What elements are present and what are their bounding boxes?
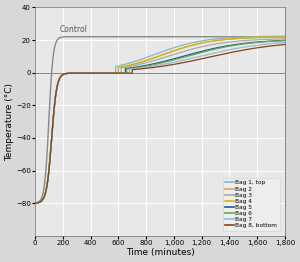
Bag 6 (33, 201, 37, 205)
Bag 8, bottom (33, 201, 37, 205)
Bag 8, bottom (215, 54, 218, 57)
Bag 1, top (138, 58, 142, 61)
Bag 7 (275, 42, 279, 45)
Bag 4 (138, 61, 142, 64)
Bag 8, bottom (283, 43, 287, 46)
X-axis label: Time (minutes): Time (minutes) (126, 248, 194, 257)
Line: Bag 2: Bag 2 (35, 37, 285, 203)
Bag 6 (275, 39, 279, 42)
Bag 5 (138, 65, 142, 68)
Bag 8, bottom (275, 44, 279, 47)
Bag 5 (140, 64, 144, 68)
Bag 4 (263, 36, 267, 39)
Line: Bag 5: Bag 5 (35, 40, 285, 203)
Line: Bag 8, bottom: Bag 8, bottom (35, 45, 285, 203)
Bag 1, top (215, 37, 218, 40)
Bag 8, bottom (152, 66, 156, 69)
Line: Bag 7: Bag 7 (35, 42, 285, 203)
Y-axis label: Temperature (°C): Temperature (°C) (5, 83, 14, 161)
Bag 2 (215, 39, 218, 42)
Bag 1, top (152, 53, 156, 56)
Bag 2 (152, 56, 156, 59)
Bag 4 (33, 201, 37, 205)
Bag 3 (140, 62, 144, 65)
Bag 3 (283, 37, 287, 41)
Bag 2 (33, 201, 37, 205)
Bag 1, top (275, 35, 279, 38)
Line: Bag 1, top: Bag 1, top (35, 36, 285, 203)
Line: Bag 3: Bag 3 (35, 39, 285, 203)
Bag 4 (283, 35, 287, 39)
Bag 1, top (263, 35, 267, 38)
Bag 4 (152, 57, 156, 60)
Bag 1, top (140, 57, 144, 61)
Bag 7 (140, 66, 144, 69)
Bag 1, top (283, 35, 287, 38)
Bag 3 (275, 37, 279, 41)
Bag 5 (263, 40, 267, 43)
Bag 4 (275, 36, 279, 39)
Bag 5 (283, 39, 287, 42)
Bag 2 (138, 61, 142, 64)
Bag 8, bottom (263, 45, 267, 48)
Line: Bag 4: Bag 4 (35, 37, 285, 203)
Bag 1, top (33, 201, 37, 205)
Bag 6 (263, 40, 267, 43)
Line: Bag 6: Bag 6 (35, 41, 285, 203)
Bag 5 (215, 46, 218, 50)
Bag 7 (283, 41, 287, 44)
Bag 7 (33, 201, 37, 205)
Bag 8, bottom (140, 67, 144, 70)
Bag 2 (275, 36, 279, 39)
Bag 5 (152, 62, 156, 65)
Bag 2 (263, 36, 267, 39)
Bag 3 (138, 63, 142, 66)
Bag 7 (215, 51, 218, 54)
Bag 3 (215, 42, 218, 45)
Bag 3 (33, 201, 37, 205)
Bag 8, bottom (138, 67, 142, 70)
Text: Control: Control (59, 25, 87, 34)
Bag 5 (275, 39, 279, 42)
Bag 2 (140, 60, 144, 63)
Bag 7 (138, 67, 142, 70)
Bag 6 (283, 39, 287, 42)
Bag 2 (283, 35, 287, 39)
Bag 6 (140, 65, 144, 68)
Bag 6 (138, 66, 142, 69)
Bag 6 (215, 47, 218, 50)
Bag 7 (152, 64, 156, 68)
Legend: Bag 1, top, Bag 2, Bag 3, Bag 4, Bag 5, Bag 6, Bag 7, Bag 8, bottom: Bag 1, top, Bag 2, Bag 3, Bag 4, Bag 5, … (223, 178, 280, 231)
Bag 6 (152, 63, 156, 66)
Bag 5 (33, 201, 37, 205)
Bag 3 (152, 59, 156, 62)
Bag 3 (263, 38, 267, 41)
Bag 4 (140, 61, 144, 64)
Bag 4 (215, 39, 218, 42)
Bag 7 (263, 43, 267, 46)
